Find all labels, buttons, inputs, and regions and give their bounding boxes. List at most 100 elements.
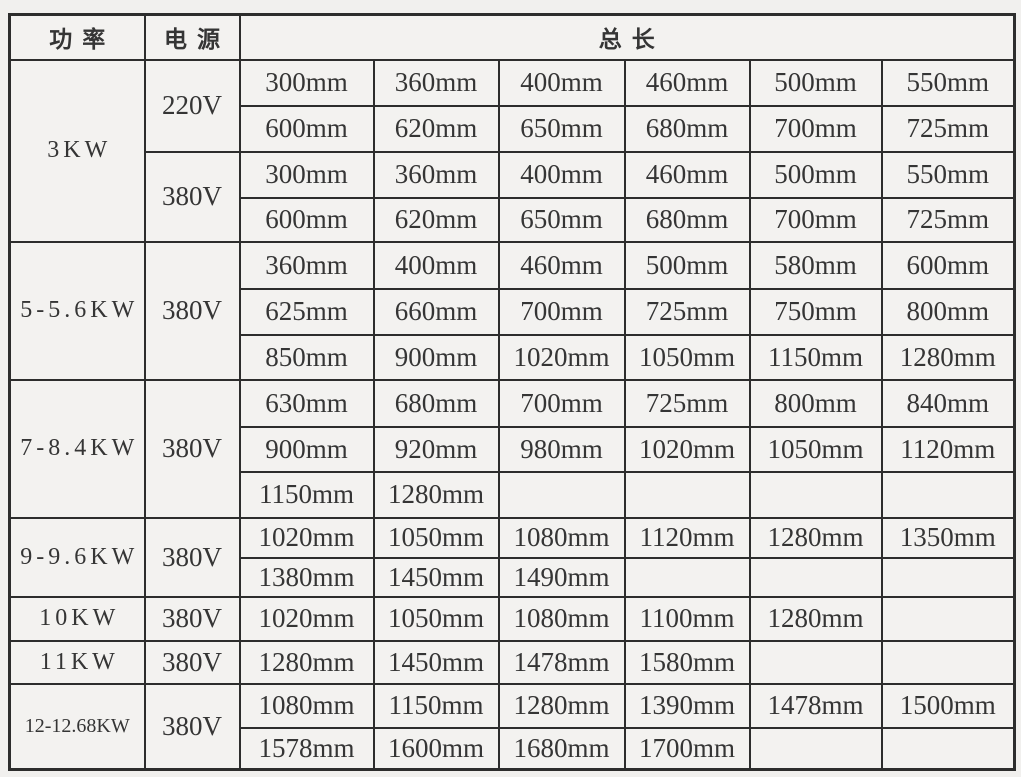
length-cell: 1150mm (748, 333, 883, 381)
table-row: 11KW 380V 1280mm 1450mm 1478mm 1580mm (8, 639, 1016, 685)
header-row: 功率 电源 总长 (8, 13, 1016, 61)
length-cell: 360mm (238, 240, 375, 290)
voltage-cell: 380V (143, 639, 241, 685)
length-cell: 1280mm (238, 639, 375, 685)
table-row: 12-12.68KW 380V 1080mm 1150mm 1280mm 139… (8, 682, 1016, 771)
length-cell: 1490mm (497, 556, 626, 598)
length-cell: 650mm (497, 196, 626, 243)
table-row: 600mm 620mm 650mm 680mm 700mm 725mm (10, 196, 1016, 243)
length-cell (880, 470, 1016, 519)
length-cell (748, 726, 883, 771)
length-cell: 400mm (497, 58, 626, 107)
length-cell: 680mm (623, 104, 751, 153)
length-cell: 1600mm (372, 726, 500, 771)
length-cell: 460mm (623, 150, 751, 199)
length-cell: 1080mm (497, 516, 626, 559)
length-cell: 630mm (238, 378, 375, 428)
table-row: 1380mm 1450mm 1490mm (10, 556, 1016, 598)
voltage-cell: 380V (143, 682, 241, 771)
supply-header-cell: 电源 (143, 13, 241, 61)
length-cell: 700mm (497, 378, 626, 428)
length-cell: 580mm (748, 240, 883, 290)
length-cell: 800mm (880, 287, 1016, 336)
power-cell: 3KW (8, 58, 146, 243)
length-cell: 620mm (372, 104, 500, 153)
length-cell: 550mm (880, 150, 1016, 199)
length-cell: 725mm (880, 196, 1016, 243)
length-cell: 1280mm (748, 516, 883, 559)
table-row: 1578mm 1600mm 1680mm 1700mm (10, 726, 1016, 771)
table-row: 850mm 900mm 1020mm 1050mm 1150mm 1280mm (10, 333, 1016, 381)
length-cell: 900mm (238, 425, 375, 473)
length-cell: 1450mm (372, 556, 500, 598)
spec-table: 功率 电源 总长 3KW 220V 300mm 360mm 400mm 460m… (8, 13, 1017, 771)
length-cell (497, 470, 626, 519)
power-cell: 10KW (8, 595, 146, 642)
length-cell (880, 726, 1016, 771)
length-cell: 400mm (372, 240, 500, 290)
table-row: 3KW 220V 300mm 360mm 400mm 460mm 500mm 5… (8, 58, 1016, 243)
length-cell (880, 639, 1016, 685)
length-cell (880, 595, 1016, 642)
length-cell: 650mm (497, 104, 626, 153)
power-cell: 9-9.6KW (8, 516, 146, 598)
voltage-cell: 220V (143, 58, 241, 153)
power-cell: 7-8.4KW (8, 378, 146, 519)
length-cell: 700mm (497, 287, 626, 336)
table-row: 7-8.4KW 380V 630mm 680mm 700mm 725mm 800… (8, 378, 1016, 519)
power-cell: 5-5.6KW (8, 240, 146, 381)
length-cell: 1500mm (880, 682, 1016, 729)
length-cell: 600mm (880, 240, 1016, 290)
length-cell: 1478mm (748, 682, 883, 729)
length-cell: 680mm (623, 196, 751, 243)
length-cell: 460mm (497, 240, 626, 290)
length-cell: 1450mm (372, 639, 500, 685)
length-cell: 1280mm (372, 470, 500, 519)
table-row: 600mm 620mm 650mm 680mm 700mm 725mm (10, 104, 1016, 153)
table-row: 9-9.6KW 380V 1020mm 1050mm 1080mm 1120mm… (8, 516, 1016, 598)
length-cell (748, 639, 883, 685)
length-cell: 1280mm (748, 595, 883, 642)
length-cell: 1080mm (238, 682, 375, 729)
table-row: 380V 300mm 360mm 400mm 460mm 500mm 550mm (10, 150, 1016, 243)
length-cell: 680mm (372, 378, 500, 428)
length-cell: 1020mm (238, 516, 375, 559)
length-cell: 360mm (372, 58, 500, 107)
length-cell (748, 470, 883, 519)
length-cell: 1280mm (497, 682, 626, 729)
power-cell: 12-12.68KW (8, 682, 146, 771)
length-cell: 1020mm (623, 425, 751, 473)
length-cell: 300mm (238, 58, 375, 107)
length-cell: 1478mm (497, 639, 626, 685)
power-cell: 11KW (8, 639, 146, 685)
length-cell: 1120mm (623, 516, 751, 559)
length-cell: 460mm (623, 58, 751, 107)
length-cell: 1380mm (238, 556, 375, 598)
table-row: 5-5.6KW 380V 360mm 400mm 460mm 500mm 580… (8, 240, 1016, 381)
length-cell: 1578mm (238, 726, 375, 771)
length-cell: 1280mm (880, 333, 1016, 381)
length-cell: 700mm (748, 196, 883, 243)
length-cell (748, 556, 883, 598)
length-cell: 1680mm (497, 726, 626, 771)
voltage-cell: 380V (143, 240, 241, 381)
table-row: 1150mm 1280mm (10, 470, 1016, 519)
length-cell: 725mm (880, 104, 1016, 153)
length-cell: 500mm (623, 240, 751, 290)
length-cell: 1050mm (748, 425, 883, 473)
length-cell: 400mm (497, 150, 626, 199)
length-cell: 1050mm (372, 595, 500, 642)
length-cell: 625mm (238, 287, 375, 336)
length-cell: 1100mm (623, 595, 751, 642)
length-cell: 1700mm (623, 726, 751, 771)
length-cell: 1080mm (497, 595, 626, 642)
length-cell: 600mm (238, 196, 375, 243)
length-cell: 550mm (880, 58, 1016, 107)
length-cell: 1020mm (238, 595, 375, 642)
length-cell: 500mm (748, 150, 883, 199)
length-cell: 1390mm (623, 682, 751, 729)
length-cell: 1580mm (623, 639, 751, 685)
length-cell: 840mm (880, 378, 1016, 428)
length-cell: 700mm (748, 104, 883, 153)
length-cell: 1120mm (880, 425, 1016, 473)
